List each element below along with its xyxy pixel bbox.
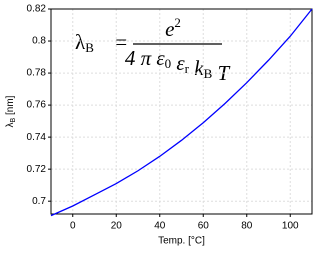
y-label-unit: [nm] (5, 95, 16, 117)
eq-term-sub: 0 (165, 56, 172, 71)
y-tick-label: 0.76 (27, 100, 47, 111)
y-tick-label: 0.7 (32, 196, 46, 207)
y-label-symbol: λ (5, 122, 16, 127)
x-tick-label: 40 (154, 221, 166, 232)
x-axis-label: Temp. [°C] (158, 236, 205, 247)
y-tick-label: 0.72 (27, 164, 47, 175)
data-line (50, 8, 313, 217)
x-tick-label: 80 (241, 221, 253, 232)
eq-lhs: λB (75, 30, 94, 55)
plot-frame (50, 8, 313, 215)
eq-equals: = (114, 30, 128, 54)
eq-denominator: 4 π ε0 εr kB T (125, 46, 231, 85)
x-tick-label: 0 (70, 221, 76, 232)
eq-term: 4 π ε (125, 46, 166, 70)
y-tick-label: 0.8 (32, 36, 46, 47)
y-label-sub: B (10, 117, 17, 122)
eq-term: k (189, 56, 204, 80)
x-tick-label: 100 (282, 221, 299, 232)
eq-lambda-sub: B (85, 40, 94, 55)
eq-numerator: e2 (165, 15, 181, 41)
x-tick-label: 20 (111, 221, 123, 232)
eq-sup: 2 (174, 15, 181, 30)
x-tick-label: 60 (198, 221, 210, 232)
y-tick-label: 0.74 (27, 132, 47, 143)
eq-term-sub: r (185, 61, 190, 76)
eq-term: ε (171, 51, 185, 75)
y-tick-label: 0.78 (27, 68, 47, 79)
y-axis-label: λB [nm] (5, 95, 17, 127)
y-tick-label: 0.82 (27, 4, 47, 15)
eq-e: e (165, 17, 174, 41)
eq-lambda: λ (75, 30, 86, 54)
eq-term: T (212, 61, 230, 85)
